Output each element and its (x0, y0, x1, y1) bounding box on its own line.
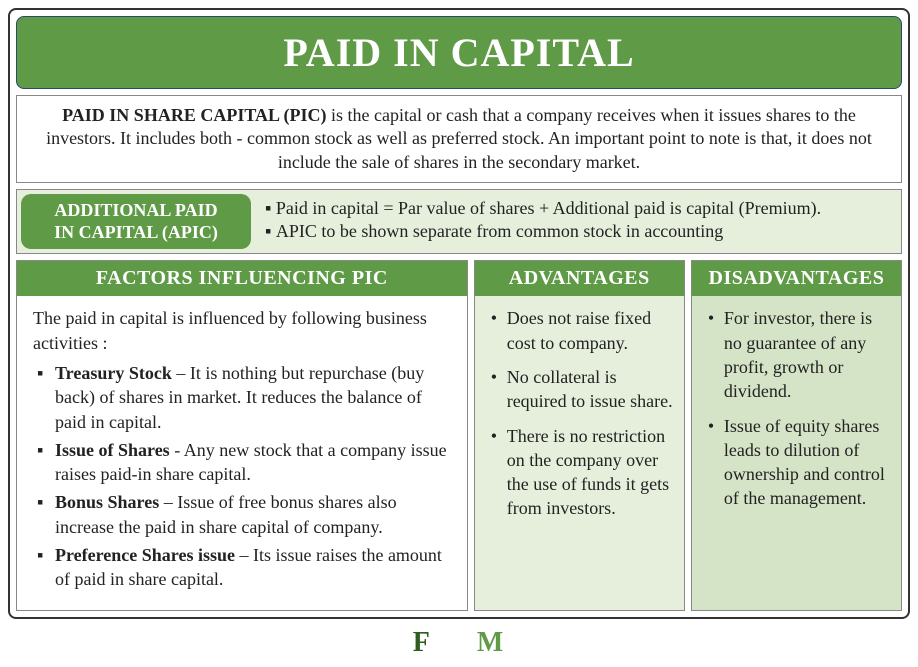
intro-box: PAID IN SHARE CAPITAL (PIC) is the capit… (16, 95, 902, 183)
apic-content: Paid in capital = Par value of shares + … (255, 190, 901, 253)
factor-name: Treasury Stock (55, 363, 172, 383)
factor-name: Bonus Shares (55, 492, 159, 512)
disadvantages-header: DISADVANTAGES (692, 261, 901, 296)
factors-intro: The paid in capital is influenced by fol… (33, 306, 451, 355)
factor-item: Bonus Shares – Issue of free bonus share… (37, 490, 451, 539)
disadvantages-box: DISADVANTAGES For investor, there is no … (691, 260, 902, 610)
disadvantages-body: For investor, there is no guarantee of a… (692, 296, 901, 530)
lower-columns: FACTORS INFLUENCING PIC The paid in capi… (16, 260, 902, 610)
advantages-body: Does not raise fixed cost to company. No… (475, 296, 684, 540)
apic-label-line1: ADDITIONAL PAID (35, 200, 237, 222)
factor-item: Issue of Shares - Any new stock that a c… (37, 438, 451, 487)
factor-item: Preference Shares issue – Its issue rais… (37, 543, 451, 592)
apic-label-line2: IN CAPITAL (APIC) (35, 222, 237, 244)
apic-point: APIC to be shown separate from common st… (265, 221, 891, 242)
apic-label: ADDITIONAL PAID IN CAPITAL (APIC) (21, 194, 251, 249)
disadvantage-item: Issue of equity shares leads to dilution… (706, 414, 893, 511)
advantages-disadvantages-wrap: ADVANTAGES Does not raise fixed cost to … (474, 260, 902, 610)
apic-section: ADDITIONAL PAID IN CAPITAL (APIC) Paid i… (16, 189, 902, 254)
advantage-item: No collateral is required to issue share… (489, 365, 676, 414)
factor-name: Issue of Shares (55, 440, 170, 460)
intro-lead: PAID IN SHARE CAPITAL (PIC) (62, 105, 326, 125)
infographic-frame: PAID IN CAPITAL PAID IN SHARE CAPITAL (P… (8, 8, 910, 619)
footer-f: F (413, 627, 432, 658)
disadvantage-item: For investor, there is no guarantee of a… (706, 306, 893, 403)
factor-name: Preference Shares issue (55, 545, 235, 565)
advantage-item: Does not raise fixed cost to company. (489, 306, 676, 355)
footer-m: M (477, 627, 505, 658)
factor-item: Treasury Stock – It is nothing but repur… (37, 361, 451, 434)
factors-body: The paid in capital is influenced by fol… (17, 296, 467, 609)
factors-header: FACTORS INFLUENCING PIC (17, 261, 467, 296)
advantages-box: ADVANTAGES Does not raise fixed cost to … (474, 260, 685, 610)
factors-box: FACTORS INFLUENCING PIC The paid in capi… (16, 260, 468, 610)
advantage-item: There is no restriction on the company o… (489, 424, 676, 521)
advantages-header: ADVANTAGES (475, 261, 684, 296)
footer-logo: F M (8, 619, 910, 659)
apic-point: Paid in capital = Par value of shares + … (265, 198, 891, 219)
main-title: PAID IN CAPITAL (16, 16, 902, 89)
